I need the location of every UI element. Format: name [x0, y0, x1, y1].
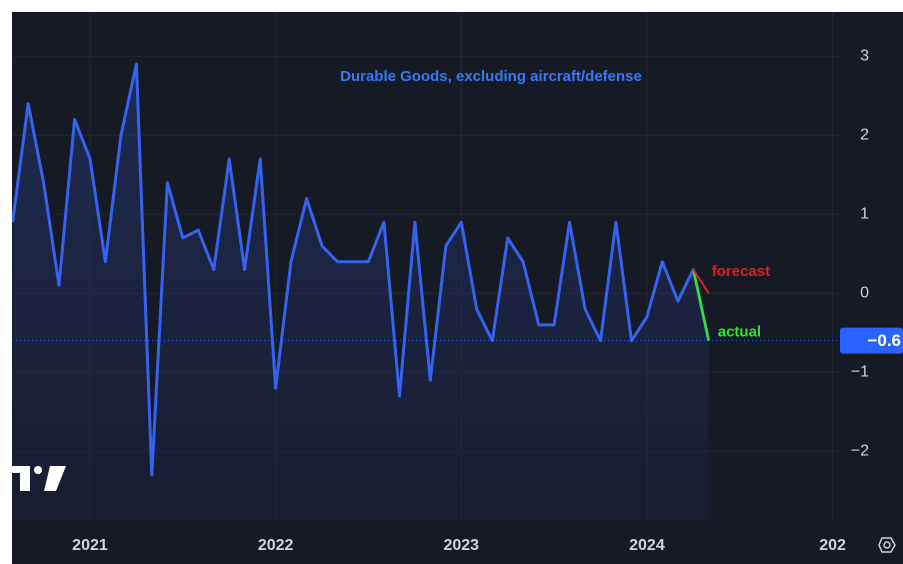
forecast-segment — [692, 269, 710, 294]
plot-area — [12, 62, 840, 520]
x-tick-label: 2022 — [258, 537, 294, 554]
line — [12, 62, 711, 477]
settings-hexagon[interactable] — [878, 537, 896, 553]
last-value-label: −0.6 — [867, 331, 901, 350]
y-tick-label: 1 — [860, 205, 869, 222]
actual-segment — [692, 269, 710, 341]
logo-part — [34, 466, 42, 474]
logo-part — [44, 466, 66, 491]
settings-dot[interactable] — [883, 541, 891, 549]
y-tick-label: −2 — [851, 442, 869, 459]
last-value-badge — [840, 327, 903, 354]
x-tick-label: 2021 — [72, 537, 108, 554]
y-tick-label: −1 — [851, 363, 869, 380]
y-tick-label: 3 — [860, 47, 869, 64]
chart-title: Durable Goods, excluding aircraft/defens… — [340, 68, 642, 85]
area — [12, 64, 709, 520]
tradingview-logo — [12, 466, 66, 491]
y-tick-label: 2 — [860, 126, 869, 143]
forecast-label: forecast — [712, 263, 770, 280]
logo-part — [20, 466, 30, 491]
y-tick-label: 0 — [860, 284, 869, 301]
x-tick-label: 2024 — [629, 537, 665, 554]
x-tick-label: 202 — [819, 537, 846, 554]
x-tick-label: 2023 — [443, 537, 479, 554]
axes: −2 −1 0 1 2 3 2021 2022 2023 2024 202 — [72, 47, 869, 554]
actual-label: actual — [718, 324, 761, 341]
settings-icon[interactable] — [878, 537, 896, 553]
